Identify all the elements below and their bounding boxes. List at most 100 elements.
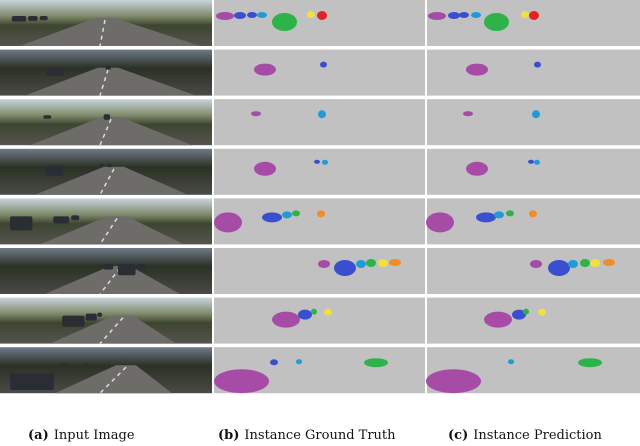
instance-mask	[257, 12, 267, 18]
instance-mask	[512, 309, 526, 320]
instance-mask	[214, 369, 269, 394]
instance-mask	[578, 358, 602, 368]
instance-mask	[534, 159, 540, 165]
car	[85, 313, 97, 321]
instance-mask	[494, 211, 504, 219]
instance-mask	[548, 260, 570, 276]
car	[107, 163, 112, 168]
car	[103, 114, 110, 120]
car	[83, 363, 89, 367]
instance-mask	[307, 11, 315, 18]
car	[46, 165, 64, 176]
road	[20, 18, 200, 46]
prediction-map	[427, 198, 640, 245]
instance-mask	[532, 110, 540, 119]
instance-mask	[463, 111, 473, 117]
lane-marking	[99, 267, 121, 295]
instance-mask	[270, 359, 278, 366]
instance-mask	[356, 260, 366, 268]
prediction-map	[427, 148, 640, 195]
instance-mask	[378, 259, 388, 267]
caption-label: (a)	[28, 428, 49, 443]
instance-mask	[389, 259, 401, 266]
instance-mask	[603, 259, 615, 266]
car	[53, 216, 70, 224]
road	[50, 315, 176, 344]
road	[25, 67, 196, 96]
caption-text: Instance Prediction	[473, 428, 602, 443]
car	[137, 264, 146, 270]
instance-mask	[529, 11, 539, 20]
instance-mask	[324, 308, 332, 316]
ground-truth-map	[214, 248, 425, 294]
instance-mask	[272, 311, 300, 328]
road	[30, 117, 192, 146]
car	[118, 264, 136, 276]
instance-mask	[296, 359, 302, 365]
instance-mask	[580, 259, 590, 267]
caption-label: (b)	[218, 428, 240, 443]
car	[103, 264, 114, 270]
instance-mask	[508, 359, 514, 365]
instance-mask	[484, 311, 512, 328]
instance-mask	[364, 358, 388, 368]
prediction-map	[427, 0, 640, 46]
instance-mask	[534, 61, 541, 68]
caption: (b) Instance Ground Truth	[218, 428, 396, 443]
caption-label: (c)	[448, 428, 469, 443]
instance-mask	[234, 12, 246, 19]
caption-text: Instance Ground Truth	[244, 428, 396, 443]
instance-mask	[428, 12, 446, 20]
car	[10, 216, 33, 231]
ground-truth-map	[214, 49, 425, 96]
instance-mask	[292, 210, 300, 217]
caption-text: Input Image	[53, 428, 135, 443]
instance-mask	[254, 63, 276, 76]
instance-mask	[523, 308, 529, 315]
instance-mask	[317, 11, 327, 20]
instance-mask	[538, 308, 546, 316]
ground-truth-map	[214, 0, 425, 46]
lane-marking	[99, 366, 127, 394]
instance-mask	[528, 159, 534, 164]
road	[35, 166, 188, 195]
instance-mask	[317, 210, 325, 218]
instance-mask	[426, 369, 481, 394]
car	[71, 215, 80, 221]
car	[46, 67, 64, 76]
instance-mask	[476, 212, 496, 223]
instance-mask	[568, 260, 578, 268]
instance-mask	[322, 159, 328, 165]
instance-mask	[314, 159, 320, 164]
instance-mask	[484, 13, 509, 31]
instance-mask	[506, 210, 514, 217]
instance-mask	[298, 309, 312, 320]
instance-mask	[262, 212, 282, 223]
car	[62, 315, 85, 327]
prediction-map	[427, 297, 640, 344]
caption: (c) Instance Prediction	[448, 428, 602, 443]
road	[40, 216, 184, 245]
prediction-map	[427, 248, 640, 294]
instance-mask	[318, 110, 326, 119]
instance-mask	[320, 61, 327, 68]
car	[11, 16, 27, 22]
car	[60, 363, 67, 368]
ground-truth-map	[214, 297, 425, 344]
lane-marking	[99, 317, 124, 345]
instance-mask	[471, 12, 481, 18]
instance-mask	[311, 308, 317, 315]
instance-mask	[590, 259, 600, 267]
instance-mask	[466, 161, 488, 176]
instance-mask	[334, 260, 356, 276]
ground-truth-map	[214, 99, 425, 146]
instance-mask	[282, 211, 292, 219]
instance-mask	[214, 212, 242, 233]
car	[100, 163, 105, 167]
caption: (a) Input Image	[28, 428, 135, 443]
instance-mask	[459, 12, 469, 18]
ground-truth-map	[214, 198, 425, 245]
road	[45, 266, 180, 294]
prediction-map	[427, 99, 640, 146]
